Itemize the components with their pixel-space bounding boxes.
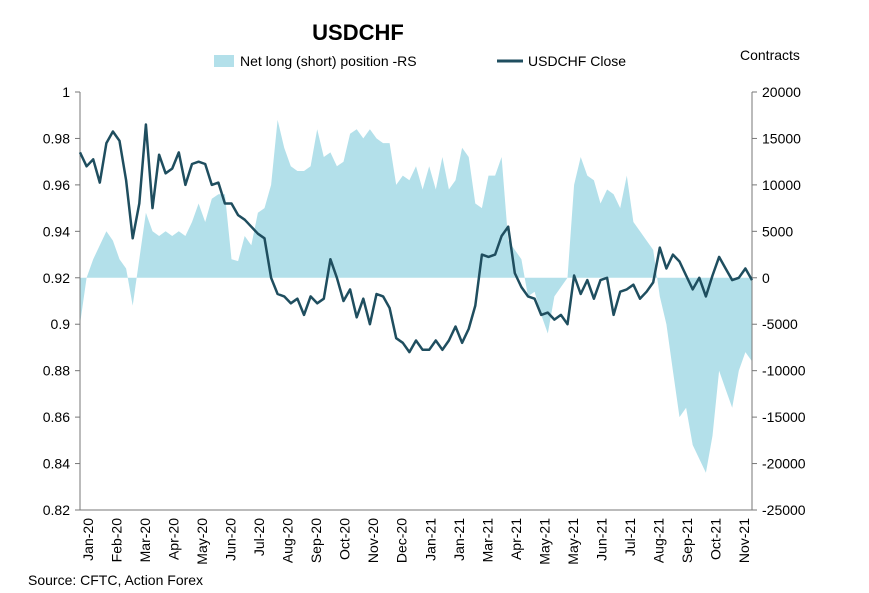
x-tick-label: Jun-20 — [223, 518, 239, 561]
x-tick-label: Jan-20 — [80, 518, 96, 561]
chart-title: USDCHF — [312, 20, 404, 45]
right-tick-label: 20000 — [762, 84, 801, 100]
x-tick-label: Oct-20 — [337, 518, 353, 560]
right-tick-label: -25000 — [762, 502, 806, 518]
left-tick-label: 0.86 — [43, 409, 70, 425]
right-tick-label: 5000 — [762, 223, 793, 239]
x-tick-label: Jul-21 — [622, 518, 638, 556]
right-tick-label: -15000 — [762, 409, 806, 425]
x-tick-label: Mar-21 — [479, 518, 495, 563]
right-tick-label: -20000 — [762, 456, 806, 472]
x-tick-label: Nov-20 — [365, 518, 381, 563]
x-tick-label: Jan-21 — [451, 518, 467, 561]
left-tick-label: 1 — [62, 84, 70, 100]
right-tick-label: 10000 — [762, 177, 801, 193]
usdchf-close-line — [78, 123, 754, 354]
legend-swatch-area — [214, 55, 234, 67]
right-tick-label: 0 — [762, 270, 770, 286]
left-tick-label: 0.9 — [51, 316, 71, 332]
x-tick-label: Sep-20 — [308, 518, 324, 563]
legend-label-net-position: Net long (short) position -RS — [240, 53, 417, 69]
x-tick-label: May-20 — [194, 518, 210, 565]
x-tick-label: Apr-21 — [508, 518, 524, 560]
right-tick-label: 15000 — [762, 130, 801, 146]
x-tick-label: Feb-20 — [109, 518, 125, 563]
right-tick-label: -10000 — [762, 363, 806, 379]
x-tick-label: Jun-21 — [593, 518, 609, 561]
x-tick-label: Dec-20 — [394, 518, 410, 563]
x-tick-label: Apr-20 — [166, 518, 182, 560]
x-tick-label: Nov-21 — [736, 518, 752, 563]
net-position-area — [80, 119, 752, 473]
right-axis-title: Contracts — [740, 47, 800, 63]
legend-label-usdchf-close: USDCHF Close — [528, 53, 626, 69]
left-tick-label: 0.84 — [43, 456, 70, 472]
x-tick-label: May-21 — [536, 518, 552, 565]
x-tick-label: Mar-20 — [137, 518, 153, 563]
left-tick-label: 0.88 — [43, 363, 70, 379]
x-tick-label: Jul-20 — [251, 518, 267, 556]
x-tick-label: May-21 — [565, 518, 581, 565]
left-tick-label: 0.92 — [43, 270, 70, 286]
x-tick-label: Oct-21 — [708, 518, 724, 560]
legend: Net long (short) position -RS USDCHF Clo… — [214, 53, 626, 69]
x-tick-label: Jan-21 — [422, 518, 438, 561]
left-tick-label: 0.94 — [43, 223, 70, 239]
source-note: Source: CFTC, Action Forex — [28, 572, 204, 588]
x-tick-label: Sep-21 — [679, 518, 695, 563]
left-tick-label: 0.98 — [43, 130, 70, 146]
left-tick-label: 0.96 — [43, 177, 70, 193]
left-tick-label: 0.82 — [43, 502, 70, 518]
x-tick-label: Aug-21 — [650, 518, 666, 563]
right-tick-label: -5000 — [762, 316, 798, 332]
x-tick-label: Aug-20 — [280, 518, 296, 563]
